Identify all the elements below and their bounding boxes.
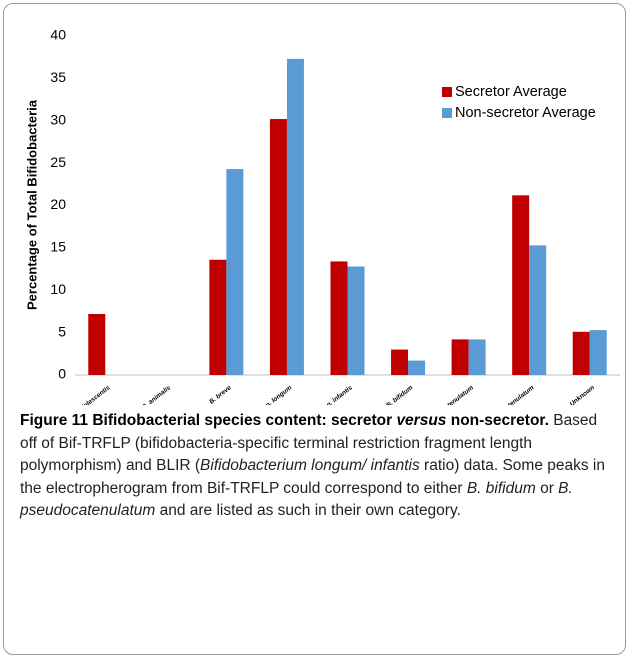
bar bbox=[286, 58, 304, 375]
bar bbox=[572, 331, 590, 375]
bar bbox=[408, 360, 426, 375]
x-tick-label: B. longum subsp. infantis bbox=[287, 384, 354, 405]
y-tick-label: 5 bbox=[58, 323, 66, 339]
legend-label: Secretor Average bbox=[455, 84, 567, 100]
y-tick-label: 15 bbox=[50, 239, 66, 255]
legend-label: Non-secretor Average bbox=[455, 105, 596, 121]
y-tick-label: 10 bbox=[50, 281, 66, 297]
legend-swatch bbox=[442, 108, 452, 118]
bar bbox=[529, 245, 547, 375]
caption-run: versus bbox=[396, 412, 447, 429]
bar bbox=[512, 195, 530, 375]
x-tick-label: B. animalis bbox=[141, 384, 173, 405]
bar bbox=[391, 349, 409, 375]
y-tick-label: 20 bbox=[50, 196, 66, 212]
legend-swatch bbox=[442, 87, 452, 97]
y-tick-label: 30 bbox=[50, 111, 66, 127]
bar bbox=[347, 266, 365, 375]
y-tick-label: 40 bbox=[50, 27, 66, 43]
y-tick-label: 25 bbox=[50, 154, 66, 170]
bar bbox=[226, 169, 244, 375]
caption-run: Based off of Bif-TRFLP (bifidobacteria-s… bbox=[20, 412, 598, 474]
caption-run: non-secretor. bbox=[446, 412, 549, 429]
caption-run: B. bifidum bbox=[466, 479, 536, 497]
x-tick-label: B. longum subsp. longum bbox=[226, 384, 293, 405]
x-tick-label: B. bifidum bbox=[385, 384, 415, 405]
bar bbox=[269, 119, 287, 376]
caption: Figure 11 Bifidobacterial species conten… bbox=[20, 410, 612, 523]
x-tick-label: B. breve bbox=[208, 384, 233, 405]
y-tick-label: 35 bbox=[50, 69, 66, 85]
x-tick-label: B. adolescentis bbox=[70, 384, 112, 405]
caption-run: ratio) data. Some peaks in the electroph… bbox=[20, 457, 605, 497]
caption-run: Bifidobacterium longum/ infantis bbox=[200, 457, 420, 474]
bar bbox=[209, 259, 227, 375]
x-tick-label: Unknown bbox=[569, 384, 596, 405]
caption-run: Figure 11 Bifidobacterial species conten… bbox=[20, 412, 397, 429]
bar bbox=[468, 339, 486, 375]
caption-run: or bbox=[535, 479, 559, 497]
caption-run: and are listed as such in their own cate… bbox=[155, 502, 461, 519]
y-tick-label: 0 bbox=[58, 366, 66, 382]
chart: Percentage of Total Bifidobacteria 0 5 10 1… bbox=[24, 27, 620, 405]
bar bbox=[589, 330, 607, 375]
y-axis-label: Percentage of Total Bifidobacteria bbox=[24, 99, 39, 310]
caption-run: B. pseudocatenulatum bbox=[20, 479, 573, 520]
x-tick-label: B.pseudocatenulatum bbox=[478, 384, 536, 405]
bar bbox=[451, 339, 469, 375]
bar bbox=[88, 313, 106, 375]
figure-frame bbox=[3, 3, 626, 655]
bar bbox=[330, 261, 348, 375]
